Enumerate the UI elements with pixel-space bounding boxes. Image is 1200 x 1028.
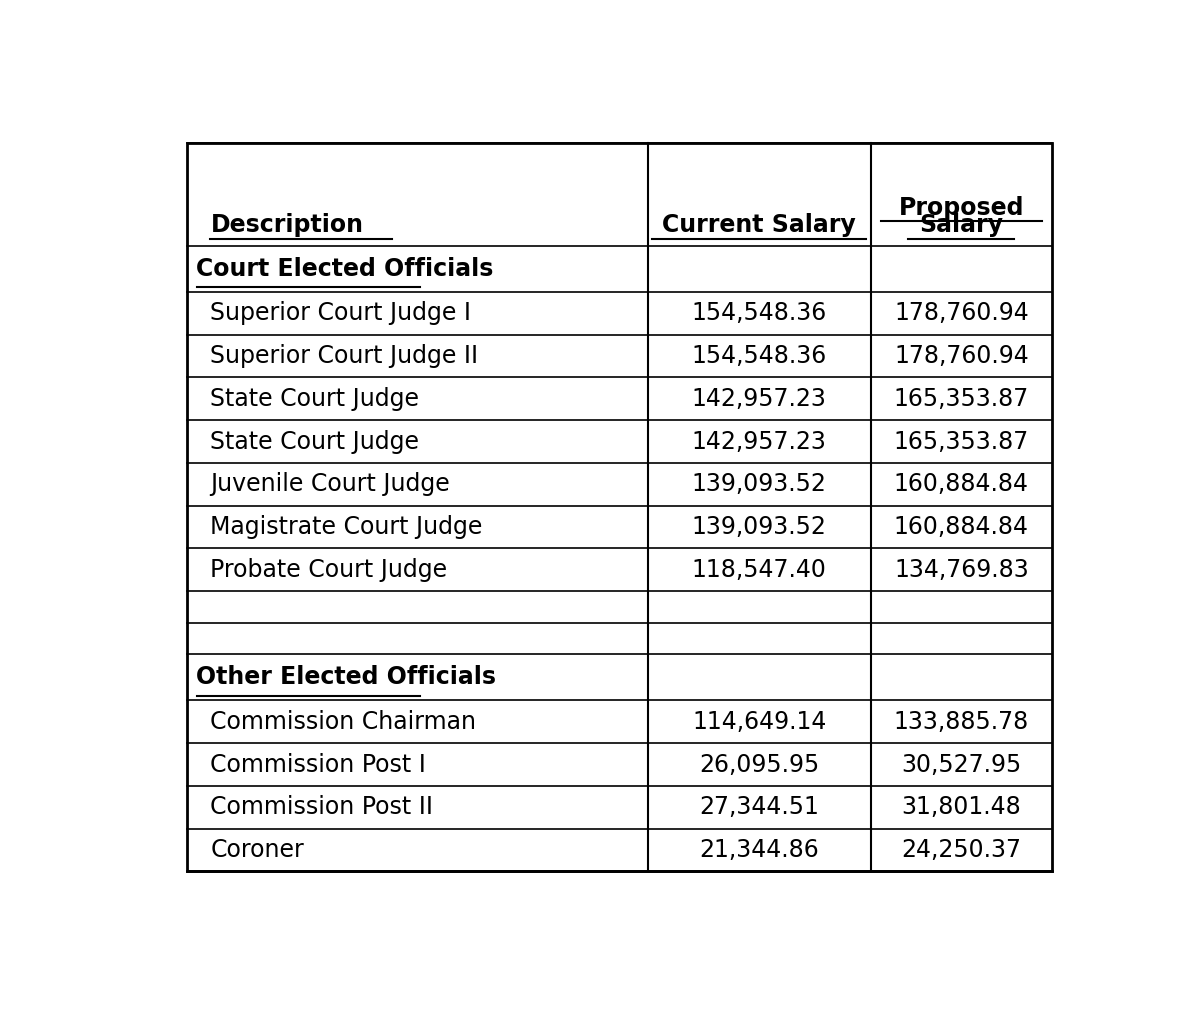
- Text: Other Elected Officials: Other Elected Officials: [197, 665, 497, 690]
- Text: 154,548.36: 154,548.36: [691, 344, 827, 368]
- Text: Commission Post I: Commission Post I: [210, 752, 426, 776]
- Text: 24,250.37: 24,250.37: [901, 838, 1021, 862]
- Text: 133,885.78: 133,885.78: [894, 709, 1030, 734]
- Text: Juvenile Court Judge: Juvenile Court Judge: [210, 472, 450, 497]
- Text: 21,344.86: 21,344.86: [700, 838, 820, 862]
- Text: 118,547.40: 118,547.40: [691, 558, 827, 582]
- Text: 142,957.23: 142,957.23: [691, 387, 827, 411]
- Text: Description: Description: [210, 213, 364, 236]
- Text: 114,649.14: 114,649.14: [692, 709, 827, 734]
- Text: 30,527.95: 30,527.95: [901, 752, 1021, 776]
- Text: 178,760.94: 178,760.94: [894, 344, 1028, 368]
- Text: 154,548.36: 154,548.36: [691, 301, 827, 325]
- Text: 165,353.87: 165,353.87: [894, 430, 1030, 453]
- Text: Superior Court Judge I: Superior Court Judge I: [210, 301, 472, 325]
- Text: Coroner: Coroner: [210, 838, 305, 862]
- Text: 26,095.95: 26,095.95: [700, 752, 820, 776]
- Text: Commission Post II: Commission Post II: [210, 796, 433, 819]
- Text: 31,801.48: 31,801.48: [901, 796, 1021, 819]
- Text: State Court Judge: State Court Judge: [210, 387, 420, 411]
- Text: 160,884.84: 160,884.84: [894, 515, 1028, 539]
- Text: Superior Court Judge II: Superior Court Judge II: [210, 344, 479, 368]
- Text: 178,760.94: 178,760.94: [894, 301, 1028, 325]
- Text: 142,957.23: 142,957.23: [691, 430, 827, 453]
- Text: Magistrate Court Judge: Magistrate Court Judge: [210, 515, 482, 539]
- Text: Court Elected Officials: Court Elected Officials: [197, 257, 494, 281]
- Text: Current Salary: Current Salary: [662, 213, 856, 236]
- Text: State Court Judge: State Court Judge: [210, 430, 420, 453]
- Text: Probate Court Judge: Probate Court Judge: [210, 558, 448, 582]
- Text: 134,769.83: 134,769.83: [894, 558, 1028, 582]
- Text: Proposed: Proposed: [899, 195, 1024, 220]
- Text: 160,884.84: 160,884.84: [894, 472, 1028, 497]
- Text: Salary: Salary: [919, 213, 1003, 236]
- Text: 139,093.52: 139,093.52: [691, 515, 827, 539]
- Text: 139,093.52: 139,093.52: [691, 472, 827, 497]
- Text: 27,344.51: 27,344.51: [700, 796, 820, 819]
- Text: Commission Chairman: Commission Chairman: [210, 709, 476, 734]
- Text: 165,353.87: 165,353.87: [894, 387, 1030, 411]
